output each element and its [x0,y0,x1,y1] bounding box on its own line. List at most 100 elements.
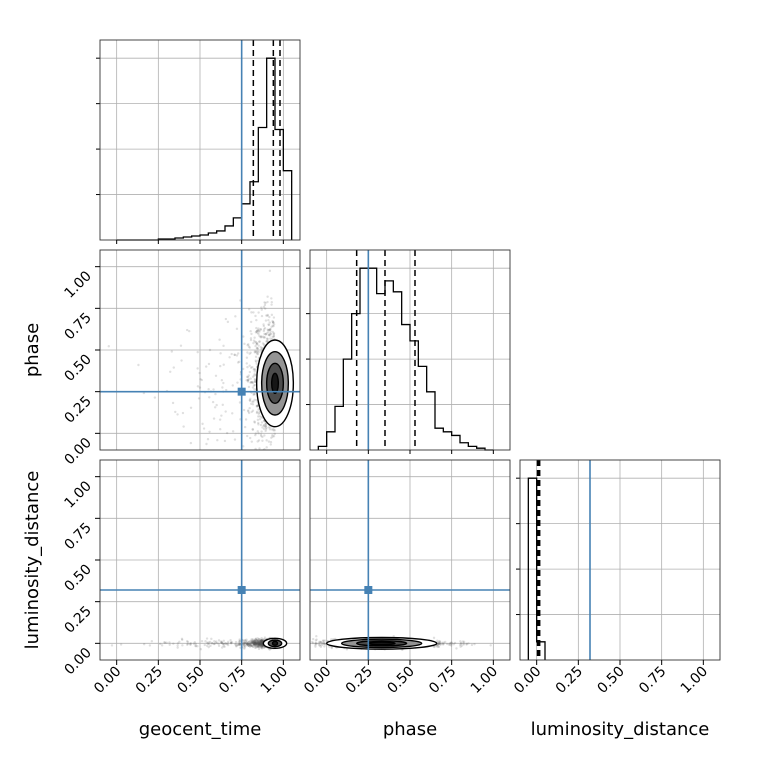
hist-bar-phase-13 [427,392,435,450]
scatter-point [257,639,260,642]
scatter-point [262,324,266,328]
scatter-point [264,333,267,336]
hist-bar-geocent_time-20 [283,171,291,240]
scatter-point [271,320,275,324]
scatter-point [260,645,263,648]
scatter-point [243,641,247,645]
scatter-point [207,388,210,391]
scatter-point [165,641,168,644]
scatter-point [223,439,227,443]
scatter-point [217,644,221,648]
scatter-point [249,641,253,644]
scatter-point [445,642,449,646]
scatter-point [210,637,213,641]
scatter-point [270,325,273,329]
scatter-point [189,642,192,645]
truth-marker-1 [237,586,246,594]
scatter-point [235,644,238,647]
scatter-point [213,642,216,646]
scatter-point [221,642,225,646]
scatter-point [202,427,206,430]
scatter-point [204,365,208,368]
scatter-point [212,417,216,420]
scatter-point [438,642,441,646]
scatter-point [253,644,256,647]
scatter-point [242,335,245,338]
scatter-point [220,379,224,382]
scatter-point [237,643,240,647]
scatter-point [248,346,251,349]
scatter-point [259,643,263,646]
hist-step-geocent_time [116,57,293,241]
scatter-point [248,436,252,440]
scatter-point [225,388,228,392]
scatter-point [207,645,210,649]
scatter-point [247,411,251,415]
scatter-point [255,330,258,333]
scatter-point [264,307,267,310]
scatter-point [272,435,276,438]
scatter-point [253,374,256,377]
scatter-point [260,640,263,643]
scatter-point [272,332,276,335]
scatter-point [330,646,334,650]
scatter-point [229,641,233,644]
scatter-point [255,639,258,642]
scatter-point [252,642,255,645]
scatter-point [260,641,263,645]
scatter-point [317,642,320,645]
scatter-point [178,640,181,644]
truth-marker-0 [237,387,246,396]
scatter-point [271,324,274,327]
scatter-point [254,360,258,363]
scatter-point [462,643,465,646]
scatter-point [246,343,249,347]
scatter-point [318,644,321,647]
scatter-point [319,640,323,644]
scatter-point [259,643,262,646]
scatter-point [203,643,206,647]
scatter-point [233,438,237,441]
scatter-point [263,425,267,428]
scatter-point [251,639,255,643]
scatter-panel-phase-luminosity_distance: 0.00 0.25 0.50 0.75 1.00 [301,459,511,697]
scatter-point [271,434,274,437]
scatter-point [257,412,260,416]
scatter-point [271,319,274,323]
scatter-point [256,328,260,332]
scatter-point [226,320,230,324]
scatter-point [250,410,253,414]
scatter-point [249,329,252,333]
scatter-point [255,642,258,646]
scatter-point [246,643,250,646]
scatter-point [460,644,464,647]
scatter-point [247,644,251,648]
scatter-point [260,643,264,646]
scatter-point [268,328,272,331]
scatter-point [249,642,252,645]
scatter-point [254,640,257,643]
scatter-point [473,642,476,646]
scatter-point [253,370,256,373]
scatter-point [222,363,225,366]
scatter-point [172,366,175,369]
scatter-point [257,350,260,354]
scatter-point [345,648,349,651]
scatter-point [314,642,317,645]
scatter-point [450,641,453,644]
scatter-point [228,356,231,359]
scatter-point [260,430,263,433]
scatter-point [246,642,249,645]
scatter-point [257,643,260,646]
scatter-point [250,381,253,384]
scatter-point [234,640,238,644]
scatter-point [266,328,269,331]
scatter-point [269,337,272,340]
scatter-point [217,639,221,642]
scatter-point [211,400,215,404]
scatter-point [246,380,250,383]
scatter-point [261,426,264,429]
scatter-point [260,636,263,640]
scatter-point [259,642,262,646]
scatter-point [243,638,247,642]
